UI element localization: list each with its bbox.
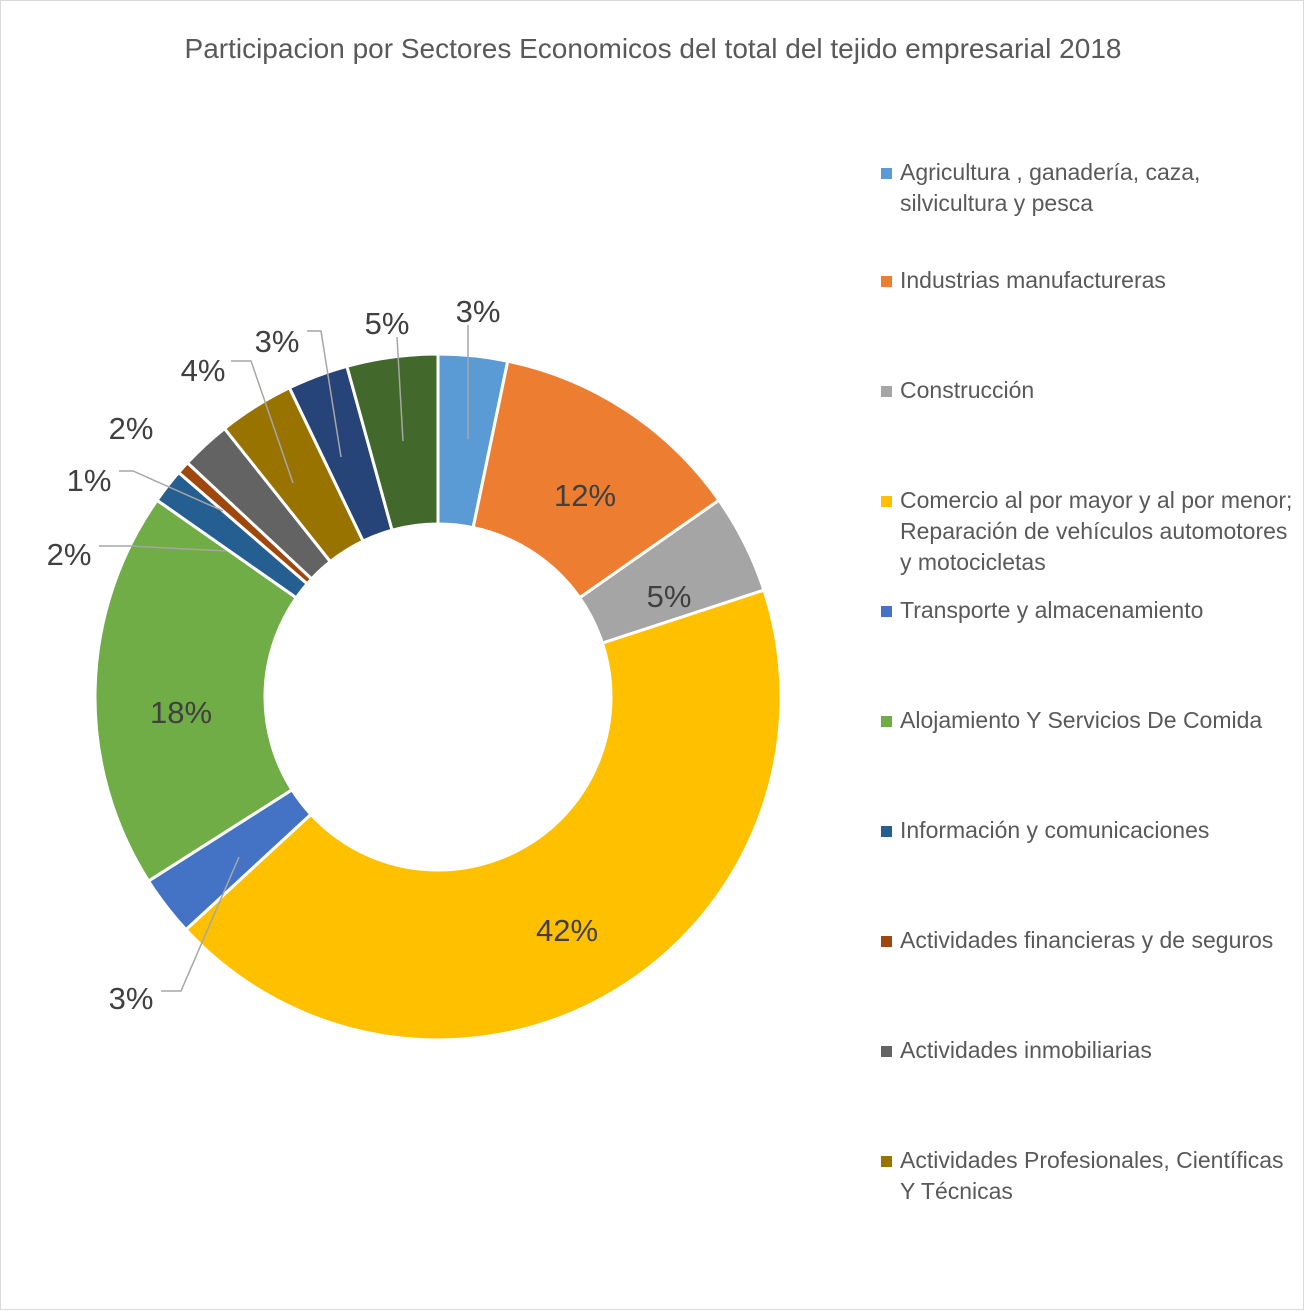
legend-label: Actividades Profesionales, Científicas Y… [900,1147,1284,1204]
legend-item-1: Agricultura , ganadería, caza, silvicult… [881,157,1301,219]
data-label-1: 3% [456,294,501,329]
data-label-5: 3% [109,981,154,1016]
legend-item-7: Información y comunicaciones [881,815,1301,846]
legend-item-2: Industrias manufactureras [881,265,1301,296]
leader-line-8 [119,470,224,512]
legend-swatch [881,716,892,727]
chart-title: Participacion por Sectores Economicos de… [184,33,1122,64]
data-label-12: 5% [365,306,410,341]
legend-swatch [881,1046,892,1057]
legend-item-3: Construcción [881,375,1301,406]
legend-item-4: Comercio al por mayor y al por menor; Re… [881,485,1301,578]
data-label-7: 2% [47,537,92,572]
legend-item-5: Transporte y almacenamiento [881,595,1301,626]
legend-swatch [881,276,892,287]
legend-label: Comercio al por mayor y al por menor; Re… [900,487,1293,575]
legend-swatch [881,936,892,947]
data-label-11: 3% [255,324,300,359]
data-label-10: 4% [181,353,226,388]
legend-swatch [881,168,892,179]
data-label-4: 42% [536,913,598,948]
legend: Agricultura , ganadería, caza, silvicult… [881,1,1301,1311]
legend-label: Industrias manufactureras [900,267,1166,293]
legend-label: Actividades financieras y de seguros [900,927,1274,953]
legend-label: Transporte y almacenamiento [900,597,1204,623]
donut-slice-4 [183,588,783,1042]
legend-label: Alojamiento Y Servicios De Comida [900,707,1263,733]
leader-line-7 [99,545,227,552]
legend-item-9: Actividades inmobiliarias [881,1035,1301,1066]
legend-label: Información y comunicaciones [900,817,1210,843]
legend-swatch [881,386,892,397]
leader-line-10 [231,360,294,484]
data-label-6: 18% [150,695,212,730]
legend-label: Construcción [900,377,1035,403]
legend-swatch [881,496,892,507]
legend-swatch [881,1156,892,1167]
legend-label: Agricultura , ganadería, caza, silvicult… [900,159,1201,216]
donut-chart: 3% 12% 5% 42% 3% 18% 2% 1% 2% 4% 3% 5% [47,294,783,1042]
donut-slice-2 [471,359,722,600]
leader-line-12 [396,336,404,442]
legend-item-6: Alojamiento Y Servicios De Comida [881,705,1301,736]
legend-swatch [881,826,892,837]
donut-slice-6 [93,498,299,884]
legend-swatch [881,606,892,617]
data-label-2: 12% [554,478,616,513]
leader-line-11 [307,330,342,458]
legend-label: Actividades inmobiliarias [900,1037,1152,1063]
data-label-9: 2% [109,411,154,446]
data-label-8: 1% [67,463,112,498]
leader-line-5 [161,856,240,992]
legend-item-8: Actividades financieras y de seguros [881,925,1301,956]
donut-slice-12 [345,352,440,533]
legend-item-10: Actividades Profesionales, Científicas Y… [881,1145,1301,1207]
data-label-3: 5% [647,579,692,614]
